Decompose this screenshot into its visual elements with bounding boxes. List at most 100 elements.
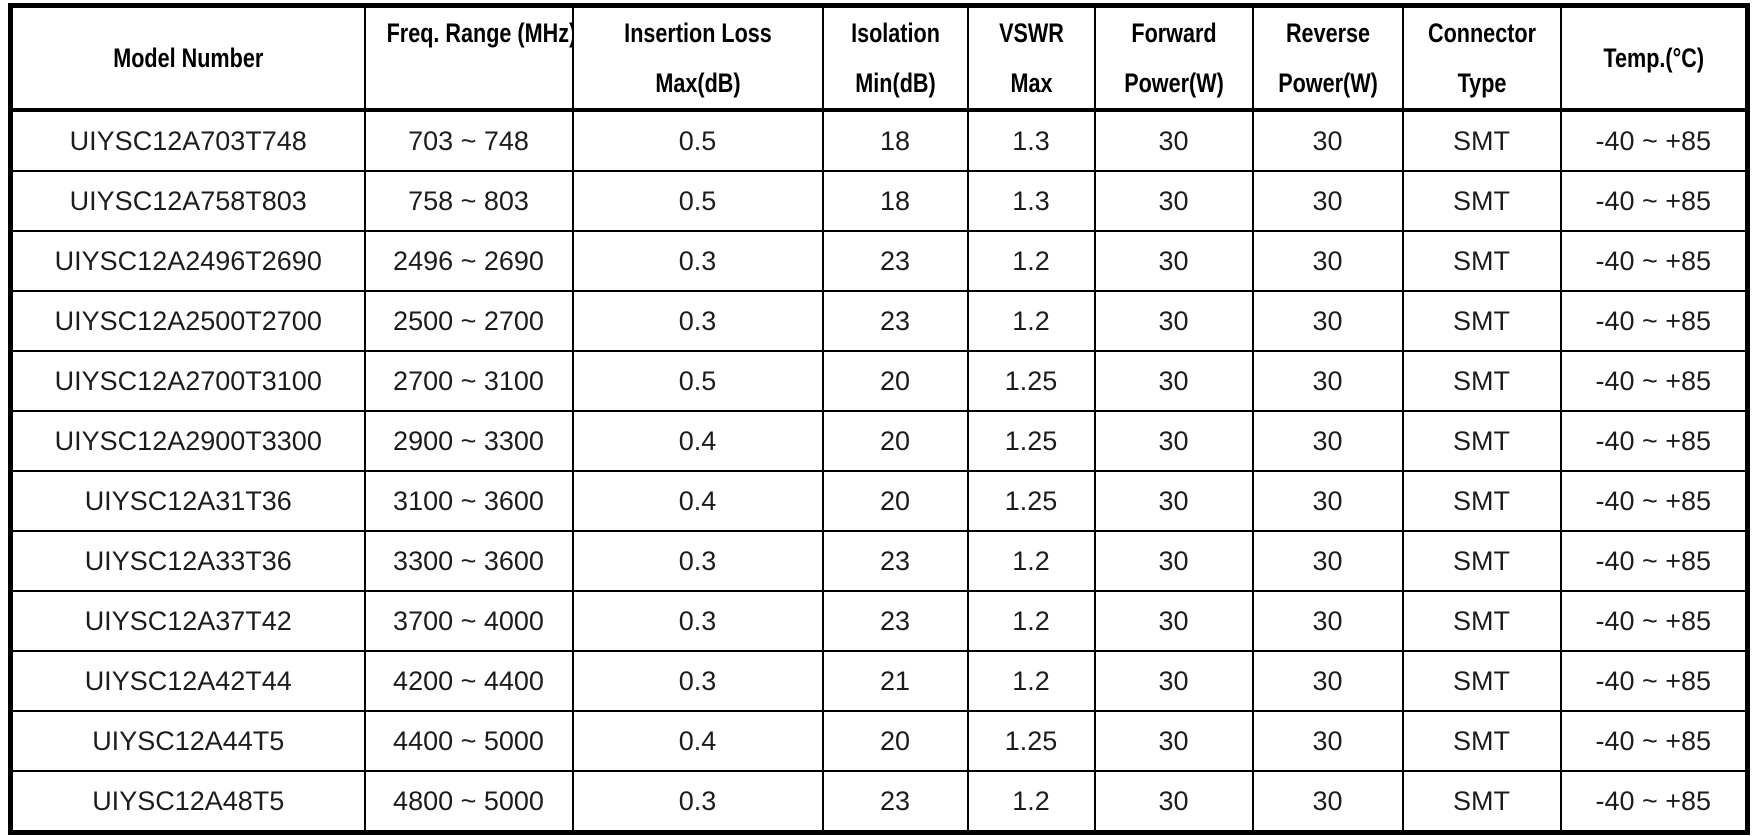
table-cell-model-number: UIYSC12A48T5: [9, 770, 366, 834]
table-cell-reverse-power: 30: [1251, 590, 1404, 652]
header-label: Forward: [1130, 18, 1217, 48]
table-cell-insertion-loss: 0.3: [571, 230, 824, 292]
table-row: UIYSC12A31T36 3100 ~ 3600 0.4 20 1.25 30 30 SMT…: [9, 470, 1749, 532]
table-row: UIYSC12A2496T2690 2496 ~ 2690 0.3 23 1.2 30 30…: [9, 230, 1749, 292]
table-cell-temp: -40 ~ +85: [1559, 170, 1749, 232]
table-cell-isolation: 23: [821, 770, 969, 834]
table-cell-model-number: UIYSC12A31T36: [9, 470, 366, 532]
table-cell-reverse-power: 30: [1251, 770, 1404, 834]
table-cell-isolation: 23: [821, 290, 969, 352]
table-cell-insertion-loss: 0.4: [571, 710, 824, 772]
table-cell-connector-type: SMT: [1401, 470, 1562, 532]
table-cell-reverse-power: 30: [1251, 170, 1404, 232]
table-cell-temp: -40 ~ +85: [1559, 109, 1749, 172]
table-cell-vswr: 1.2: [966, 770, 1096, 834]
header-label: VSWR: [998, 18, 1064, 48]
table-cell-isolation: 18: [821, 109, 969, 172]
col-header-freq-range: Freq. Range (MHz): [363, 4, 574, 112]
table-cell-temp: -40 ~ +85: [1559, 410, 1749, 472]
table-cell-forward-power: 30: [1093, 770, 1254, 834]
header-label: Model Number: [113, 43, 264, 73]
table-row: UIYSC12A33T36 3300 ~ 3600 0.3 23 1.2 30 30 SMT -…: [9, 530, 1749, 592]
table-cell-model-number: UIYSC12A37T42: [9, 590, 366, 652]
table-cell-isolation: 20: [821, 470, 969, 532]
table-cell-vswr: 1.2: [966, 650, 1096, 712]
table-cell-forward-power: 30: [1093, 290, 1254, 352]
table-cell-connector-type: SMT: [1401, 109, 1562, 172]
table-cell-temp: -40 ~ +85: [1559, 770, 1749, 834]
table-cell-temp: -40 ~ +85: [1559, 350, 1749, 412]
header-row: Model Number Freq. Range (MHz) Insertion…: [9, 4, 1749, 112]
table-cell-insertion-loss: 0.3: [571, 530, 824, 592]
table-cell-model-number: UIYSC12A2700T3100: [9, 350, 366, 412]
col-header-temp: Temp.(°C): [1559, 4, 1749, 112]
header-label: Insertion Loss: [623, 18, 772, 48]
table-cell-forward-power: 30: [1093, 590, 1254, 652]
table-cell-freq-range: 4400 ~ 5000: [363, 710, 574, 772]
table-cell-vswr: 1.3: [966, 109, 1096, 172]
col-header-connector-type: Connector Type: [1401, 4, 1562, 112]
header-text-wrap: Forward Power(W): [1097, 17, 1251, 99]
header-text-wrap: Isolation Min(dB): [825, 17, 966, 99]
table-cell-insertion-loss: 0.3: [571, 590, 824, 652]
table-cell-forward-power: 30: [1093, 470, 1254, 532]
table-cell-vswr: 1.25: [966, 350, 1096, 412]
table-cell-insertion-loss: 0.5: [571, 170, 824, 232]
table-cell-insertion-loss: 0.3: [571, 650, 824, 712]
table-cell-connector-type: SMT: [1401, 530, 1562, 592]
table-cell-forward-power: 30: [1093, 650, 1254, 712]
table-cell-isolation: 20: [821, 410, 969, 472]
table-cell-freq-range: 2700 ~ 3100: [363, 350, 574, 412]
header-label: Temp.(°C): [1602, 43, 1704, 73]
table-cell-model-number: UIYSC12A703T748: [9, 109, 366, 172]
header-text-wrap: Model Number: [13, 17, 363, 99]
header-text-wrap: Reverse Power(W): [1255, 17, 1401, 99]
header-text-wrap: Connector Type: [1405, 17, 1559, 99]
header-label: Reverse: [1285, 18, 1370, 48]
header-label: Connector: [1427, 18, 1536, 48]
table-cell-reverse-power: 30: [1251, 710, 1404, 772]
table-cell-reverse-power: 30: [1251, 109, 1404, 172]
table-cell-model-number: UIYSC12A2900T3300: [9, 410, 366, 472]
table-cell-reverse-power: 30: [1251, 350, 1404, 412]
table-body: UIYSC12A703T748 703 ~ 748 0.5 18 1.3 30 30 SMT -…: [9, 109, 1749, 834]
table-row: UIYSC12A2500T2700 2500 ~ 2700 0.3 23 1.2 30 30…: [9, 290, 1749, 352]
table-cell-forward-power: 30: [1093, 230, 1254, 292]
table-cell-vswr: 1.2: [966, 290, 1096, 352]
table-cell-isolation: 21: [821, 650, 969, 712]
table-cell-vswr: 1.2: [966, 230, 1096, 292]
table-cell-temp: -40 ~ +85: [1559, 650, 1749, 712]
table-row: UIYSC12A2700T3100 2700 ~ 3100 0.5 20 1.25 30 3…: [9, 350, 1749, 412]
table-cell-model-number: UIYSC12A33T36: [9, 530, 366, 592]
col-header-vswr: VSWR Max: [966, 4, 1096, 112]
table-cell-connector-type: SMT: [1401, 770, 1562, 834]
header-label: Max(dB): [654, 68, 741, 98]
col-header-forward-power: Forward Power(W): [1093, 4, 1254, 112]
spec-table: Model Number Freq. Range (MHz) Insertion…: [8, 3, 1750, 835]
table-cell-model-number: UIYSC12A44T5: [9, 710, 366, 772]
table-cell-freq-range: 4200 ~ 4400: [363, 650, 574, 712]
table-cell-vswr: 1.25: [966, 470, 1096, 532]
header-text-wrap: Temp.(°C): [1563, 17, 1746, 99]
table-cell-connector-type: SMT: [1401, 170, 1562, 232]
table-cell-reverse-power: 30: [1251, 410, 1404, 472]
table-cell-connector-type: SMT: [1401, 230, 1562, 292]
table-cell-freq-range: 4800 ~ 5000: [363, 770, 574, 834]
table-cell-connector-type: SMT: [1401, 350, 1562, 412]
table-cell-freq-range: 703 ~ 748: [363, 109, 574, 172]
header-label: Isolation: [850, 18, 940, 48]
table-row: UIYSC12A758T803 758 ~ 803 0.5 18 1.3 30 30 SMT -…: [9, 170, 1749, 232]
table-cell-freq-range: 3700 ~ 4000: [363, 590, 574, 652]
header-text-wrap: Insertion Loss Max(dB): [575, 17, 821, 99]
table-cell-vswr: 1.2: [966, 590, 1096, 652]
table-cell-model-number: UIYSC12A758T803: [9, 170, 366, 232]
table-cell-freq-range: 3300 ~ 3600: [363, 530, 574, 592]
table-cell-reverse-power: 30: [1251, 650, 1404, 712]
table-cell-vswr: 1.2: [966, 530, 1096, 592]
header-text-wrap: VSWR Max: [970, 17, 1093, 99]
table-cell-isolation: 18: [821, 170, 969, 232]
table-cell-insertion-loss: 0.3: [571, 770, 824, 834]
header-label: Min(dB): [854, 68, 936, 98]
table-cell-insertion-loss: 0.4: [571, 410, 824, 472]
table-cell-isolation: 23: [821, 230, 969, 292]
